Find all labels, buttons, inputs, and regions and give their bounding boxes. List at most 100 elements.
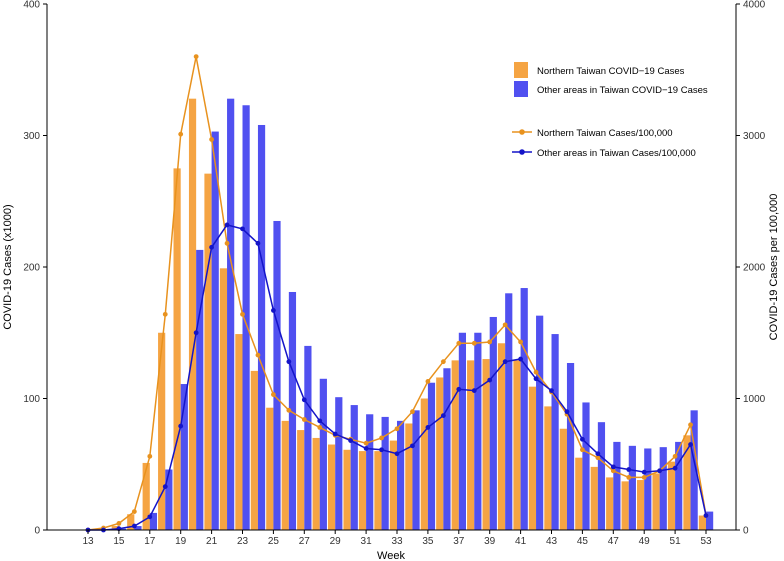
x-tick-label: 31 [361, 536, 373, 547]
bar-northern-week-41 [513, 360, 521, 530]
point-other-rate-week-32 [379, 447, 384, 453]
bar-northern-week-37 [451, 360, 459, 530]
bar-other-week-50 [659, 447, 667, 530]
x-tick-label: 47 [608, 536, 620, 547]
bar-northern-week-51 [667, 461, 676, 530]
bar-northern-week-52 [683, 435, 691, 530]
point-other-rate-week-45 [580, 436, 585, 442]
bar-other-week-52 [690, 410, 698, 530]
point-other-rate-week-35 [425, 425, 431, 430]
point-northern-rate-week-27 [301, 417, 307, 422]
legend-label-other-rate: Other areas in Taiwan Cases/100,000 [537, 148, 696, 159]
point-northern-rate-week-42 [533, 369, 539, 375]
bar-northern-week-23 [235, 334, 243, 530]
bar-northern-week-40 [497, 343, 506, 530]
bar-northern-week-29 [328, 444, 336, 530]
point-northern-rate-week-48 [626, 475, 632, 480]
legend-label-northern-cases: Northern Taiwan COVID−19 Cases [537, 66, 685, 77]
legend-swatch-other-cases [514, 81, 528, 97]
bar-other-week-19 [180, 384, 188, 530]
bar-northern-week-21 [204, 173, 212, 530]
x-tick-label: 43 [546, 536, 558, 547]
x-tick-label: 21 [206, 536, 218, 547]
point-other-rate-week-23 [240, 226, 245, 232]
left-tick-label: 0 [34, 526, 40, 537]
bar-other-week-32 [381, 416, 389, 530]
point-northern-rate-week-46 [595, 455, 601, 461]
point-other-rate-week-18 [162, 484, 168, 490]
point-other-rate-week-50 [657, 468, 663, 474]
bar-northern-week-17 [142, 462, 150, 530]
point-northern-rate-week-35 [425, 379, 431, 384]
x-axis-label: Week [377, 550, 405, 561]
point-other-rate-week-22 [224, 222, 230, 228]
bar-other-week-29 [335, 397, 343, 530]
bar-other-week-49 [644, 448, 652, 530]
point-northern-rate-week-49 [641, 475, 647, 480]
left-y-axis-label: COVID-19 Cases (x1000) [2, 204, 14, 329]
bar-northern-week-43 [544, 406, 552, 530]
bars-layer [96, 98, 714, 531]
bar-northern-week-49 [637, 480, 645, 530]
bar-northern-week-27 [297, 430, 305, 530]
point-northern-rate-week-47 [610, 468, 616, 474]
bar-other-week-15 [118, 528, 127, 530]
bar-northern-week-44 [559, 428, 567, 530]
bar-other-week-34 [412, 410, 420, 530]
x-tick-label: 35 [422, 536, 434, 547]
bar-other-week-24 [257, 124, 266, 530]
x-tick-label: 41 [515, 536, 527, 547]
left-tick-label: 400 [23, 0, 40, 11]
point-other-rate-week-49 [641, 469, 647, 475]
bar-northern-week-53 [698, 515, 706, 530]
point-northern-rate-week-32 [379, 435, 384, 441]
point-northern-rate-week-28 [317, 425, 323, 430]
x-tick-label: 39 [484, 536, 496, 547]
bar-other-week-38 [474, 332, 482, 530]
left-tick-label: 100 [23, 394, 40, 405]
bar-northern-week-35 [420, 398, 428, 530]
point-northern-rate-week-38 [471, 340, 477, 346]
bar-other-week-43 [551, 334, 559, 530]
bar-other-week-48 [628, 445, 636, 530]
bar-northern-week-46 [590, 466, 598, 530]
bar-other-week-31 [366, 414, 374, 530]
x-tick-label: 13 [82, 536, 94, 547]
bar-northern-week-26 [281, 420, 289, 530]
point-other-rate-week-44 [564, 409, 570, 415]
right-tick-label: 0 [743, 526, 749, 537]
point-other-rate-week-46 [595, 451, 601, 457]
point-northern-rate-week-26 [286, 407, 292, 413]
bar-northern-week-42 [528, 386, 537, 530]
bar-northern-week-32 [374, 451, 382, 530]
bar-other-week-20 [196, 249, 204, 530]
point-northern-rate-week-36 [440, 359, 446, 365]
legend-label-northern-rate: Northern Taiwan Cases/100,000 [537, 128, 673, 139]
point-other-rate-week-21 [209, 244, 215, 250]
bar-other-week-36 [443, 368, 451, 530]
point-northern-rate-week-45 [580, 447, 585, 453]
point-other-rate-week-27 [301, 397, 307, 403]
point-northern-rate-week-23 [240, 311, 245, 317]
bar-other-week-53 [706, 511, 714, 530]
bar-other-week-37 [458, 332, 466, 530]
point-other-rate-week-41 [518, 356, 523, 362]
bar-other-week-46 [597, 422, 606, 530]
point-northern-rate-week-18 [162, 311, 168, 317]
point-northern-rate-week-24 [255, 352, 261, 358]
legend-marker-northern-rate [519, 129, 525, 135]
x-tick-label: 37 [453, 536, 465, 547]
x-tick-label: 23 [237, 536, 249, 547]
bar-other-week-33 [397, 420, 405, 530]
point-other-rate-week-19 [178, 423, 184, 429]
x-tick-label: 15 [113, 536, 125, 547]
point-other-rate-week-48 [626, 467, 632, 472]
bar-northern-week-48 [621, 481, 629, 530]
legend-swatch-northern-cases [514, 62, 528, 78]
bar-other-week-23 [242, 105, 250, 530]
bar-other-week-28 [319, 378, 327, 530]
point-northern-rate-week-33 [394, 426, 400, 432]
right-y-axis-label: COVID-19 Cases per 100,000 [768, 194, 780, 341]
bar-northern-week-39 [482, 359, 490, 530]
